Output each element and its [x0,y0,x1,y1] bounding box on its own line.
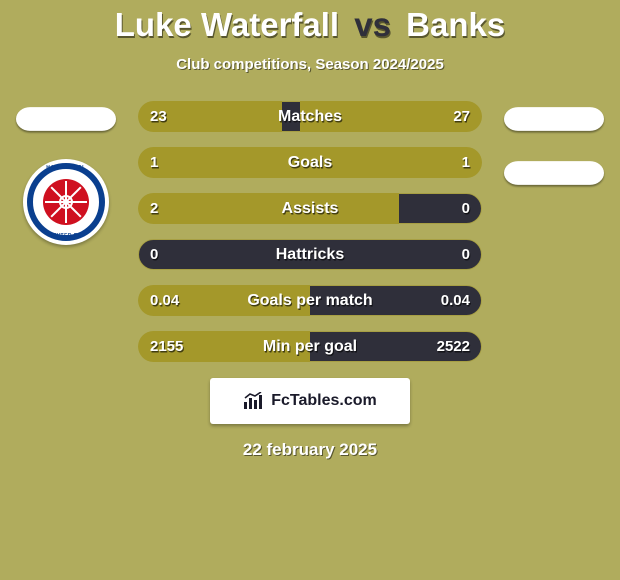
player2-name: Banks [406,6,505,43]
player2-pill-1 [504,107,604,131]
stat-row-goals-per-match: Goals per match0.040.04 [138,285,482,316]
badge-top-text: HARTLEPOOL [23,165,109,171]
player1-club-badge: HARTLEPOOL UNITED FC [23,159,109,245]
stat-row-matches: Matches2327 [138,101,482,132]
branding-badge: FcTables.com [210,378,410,424]
bars-area: Matches2327 Goals11 Assists20 Hattricks00 Go… [138,101,482,362]
footer-date: 22 february 2025 [0,440,620,460]
chart-icon [243,392,265,410]
wheel-spokes [43,179,89,225]
brand-text: FcTables.com [271,392,377,410]
title: Luke Waterfall vs Banks [0,6,620,44]
badge-bottom-text: UNITED FC [23,233,109,239]
middle-row: HARTLEPOOL UNITED FC Matches2327 Goals11 A… [0,101,620,362]
right-column [500,101,608,187]
stat-row-min-per-goal: Min per goal21552522 [138,331,482,362]
player1-pill [16,107,116,131]
stat-row-assists: Assists20 [138,193,482,224]
stat-row-goals: Goals11 [138,147,482,178]
vs-label: vs [354,6,391,43]
left-column: HARTLEPOOL UNITED FC [12,101,120,245]
comparison-infographic: Luke Waterfall vs Banks Club competition… [0,0,620,580]
stat-row-hattricks: Hattricks00 [138,239,482,270]
player2-pill-2 [504,161,604,185]
player1-name: Luke Waterfall [115,6,339,43]
subtitle: Club competitions, Season 2024/2025 [0,56,620,73]
